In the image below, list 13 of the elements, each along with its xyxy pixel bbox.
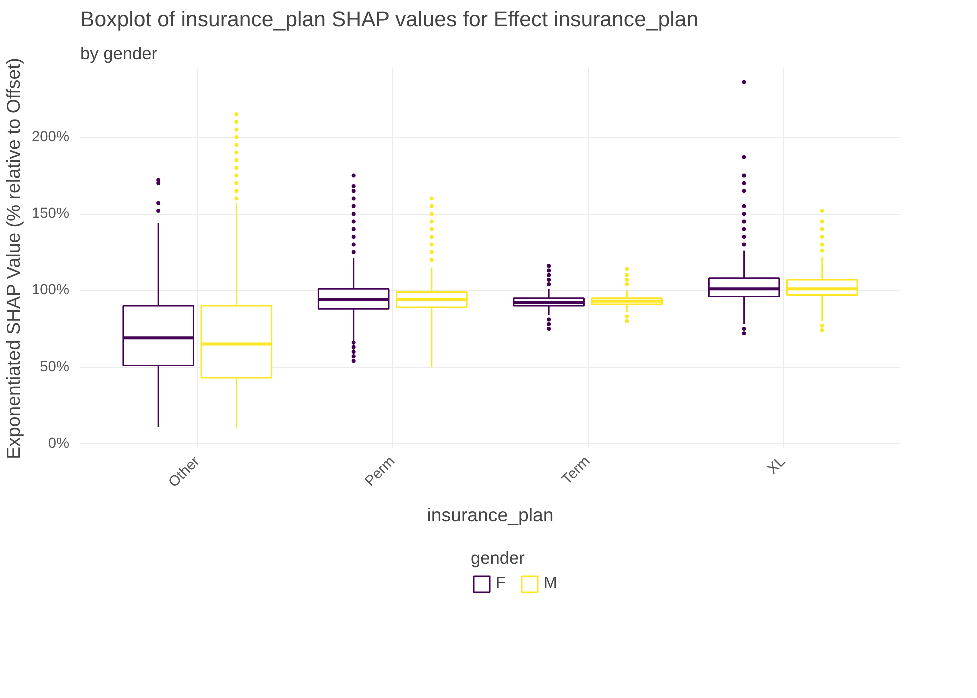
x-axis-title: insurance_plan	[427, 504, 554, 526]
legend-label: M	[544, 574, 558, 592]
y-tick-label: 200%	[32, 129, 70, 146]
legend-label: F	[496, 574, 507, 592]
chart-subtitle: by gender	[80, 44, 158, 64]
y-tick-label: 150%	[32, 206, 70, 222]
y-tick-label: 50%	[40, 359, 70, 376]
legend-title: gender	[471, 548, 526, 568]
y-axis-title: Exponentiated SHAP Value (% relative to Offset)	[3, 58, 24, 460]
y-tick-label: 0%	[48, 436, 70, 452]
y-tick-label: 100%	[32, 282, 70, 299]
chart-title: Boxplot of insurance_plan SHAP values for Effect insurance_plan	[80, 8, 699, 32]
x-tick-label: XL	[765, 454, 790, 478]
